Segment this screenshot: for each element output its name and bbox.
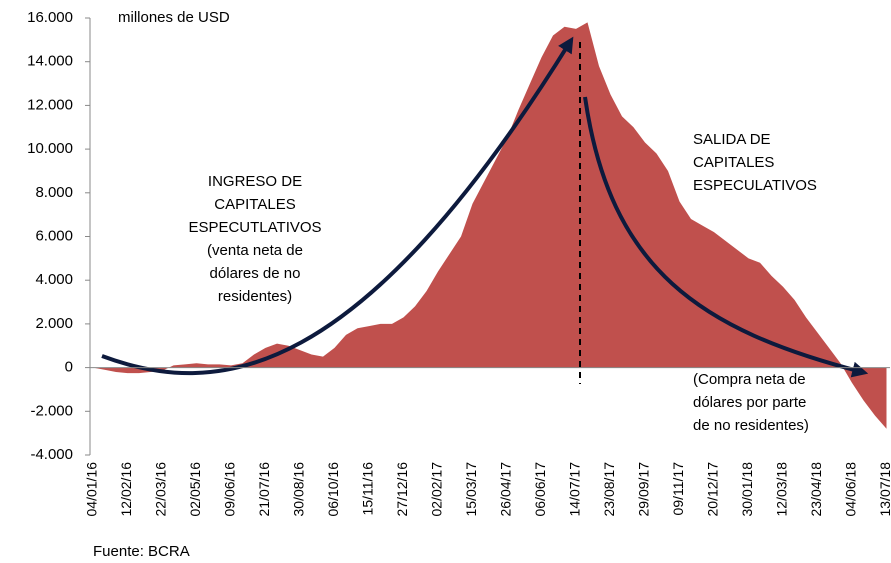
x-tick-label: 23/04/18 <box>808 462 824 517</box>
y-tick-label: 14.000 <box>27 53 73 70</box>
annotation: ESPECULATIVOS <box>693 177 817 194</box>
y-tick-label: 16.000 <box>27 9 73 26</box>
annotation: SALIDA DE <box>693 131 771 148</box>
source: Fuente: BCRA <box>93 543 190 560</box>
y-tick-label: 8.000 <box>35 184 73 201</box>
annotation: de no residentes) <box>693 417 809 434</box>
y-tick-label: -2.000 <box>30 402 73 419</box>
y-tick-label: -4.000 <box>30 446 73 463</box>
y-tick-label: 10.000 <box>27 140 73 157</box>
y-tick-label: 4.000 <box>35 271 73 288</box>
x-tick-label: 30/01/18 <box>739 462 755 517</box>
x-tick-label: 12/02/16 <box>118 462 134 517</box>
annotation: dólares por parte <box>693 394 806 411</box>
x-tick-label: 02/02/17 <box>429 462 445 517</box>
annotation: residentes) <box>218 288 292 305</box>
x-tick-label: 13/07/18 <box>877 462 891 517</box>
y-tick-label: 0 <box>65 359 73 376</box>
x-tick-label: 06/10/16 <box>325 462 341 517</box>
y-tick-label: 2.000 <box>35 315 73 332</box>
outflow-arrow <box>583 96 869 378</box>
annotation: dólares de no <box>210 265 301 282</box>
annotation: (Compra neta de <box>693 371 806 388</box>
x-tick-label: 29/09/17 <box>636 462 652 517</box>
x-tick-label: 30/08/16 <box>291 462 307 517</box>
annotation: ESPECUTLATIVOS <box>188 219 321 236</box>
annotation: CAPITALES <box>214 196 295 213</box>
area <box>93 22 887 429</box>
x-tick-label: 21/07/16 <box>256 462 272 517</box>
x-tick-label: 23/08/17 <box>601 462 617 517</box>
x-tick-label: 20/12/17 <box>705 462 721 517</box>
y-tick-label: 6.000 <box>35 227 73 244</box>
x-tick-label: 15/11/16 <box>360 462 376 516</box>
x-tick-label: 04/06/18 <box>843 462 859 517</box>
x-tick-label: 27/12/16 <box>394 462 410 517</box>
y-tick-label: 12.000 <box>27 96 73 113</box>
x-tick-label: 09/11/17 <box>670 462 686 516</box>
x-tick-label: 22/03/16 <box>153 462 169 517</box>
plot-area <box>93 22 887 429</box>
unit-label: millones de USD <box>118 9 230 26</box>
x-tick-label: 04/01/16 <box>84 462 100 517</box>
x-tick-label: 14/07/17 <box>567 462 583 517</box>
inflow-arrow <box>101 36 574 376</box>
annotation: (venta neta de <box>207 242 303 259</box>
annotation: CAPITALES <box>693 154 774 171</box>
annotation: INGRESO DE <box>208 173 302 190</box>
x-tick-label: 15/03/17 <box>463 462 479 517</box>
x-tick-label: 26/04/17 <box>498 462 514 517</box>
x-tick-label: 09/06/16 <box>222 462 238 517</box>
x-tick-label: 12/03/18 <box>774 462 790 517</box>
x-tick-label: 02/05/16 <box>187 462 203 517</box>
x-tick-label: 06/06/17 <box>532 462 548 517</box>
